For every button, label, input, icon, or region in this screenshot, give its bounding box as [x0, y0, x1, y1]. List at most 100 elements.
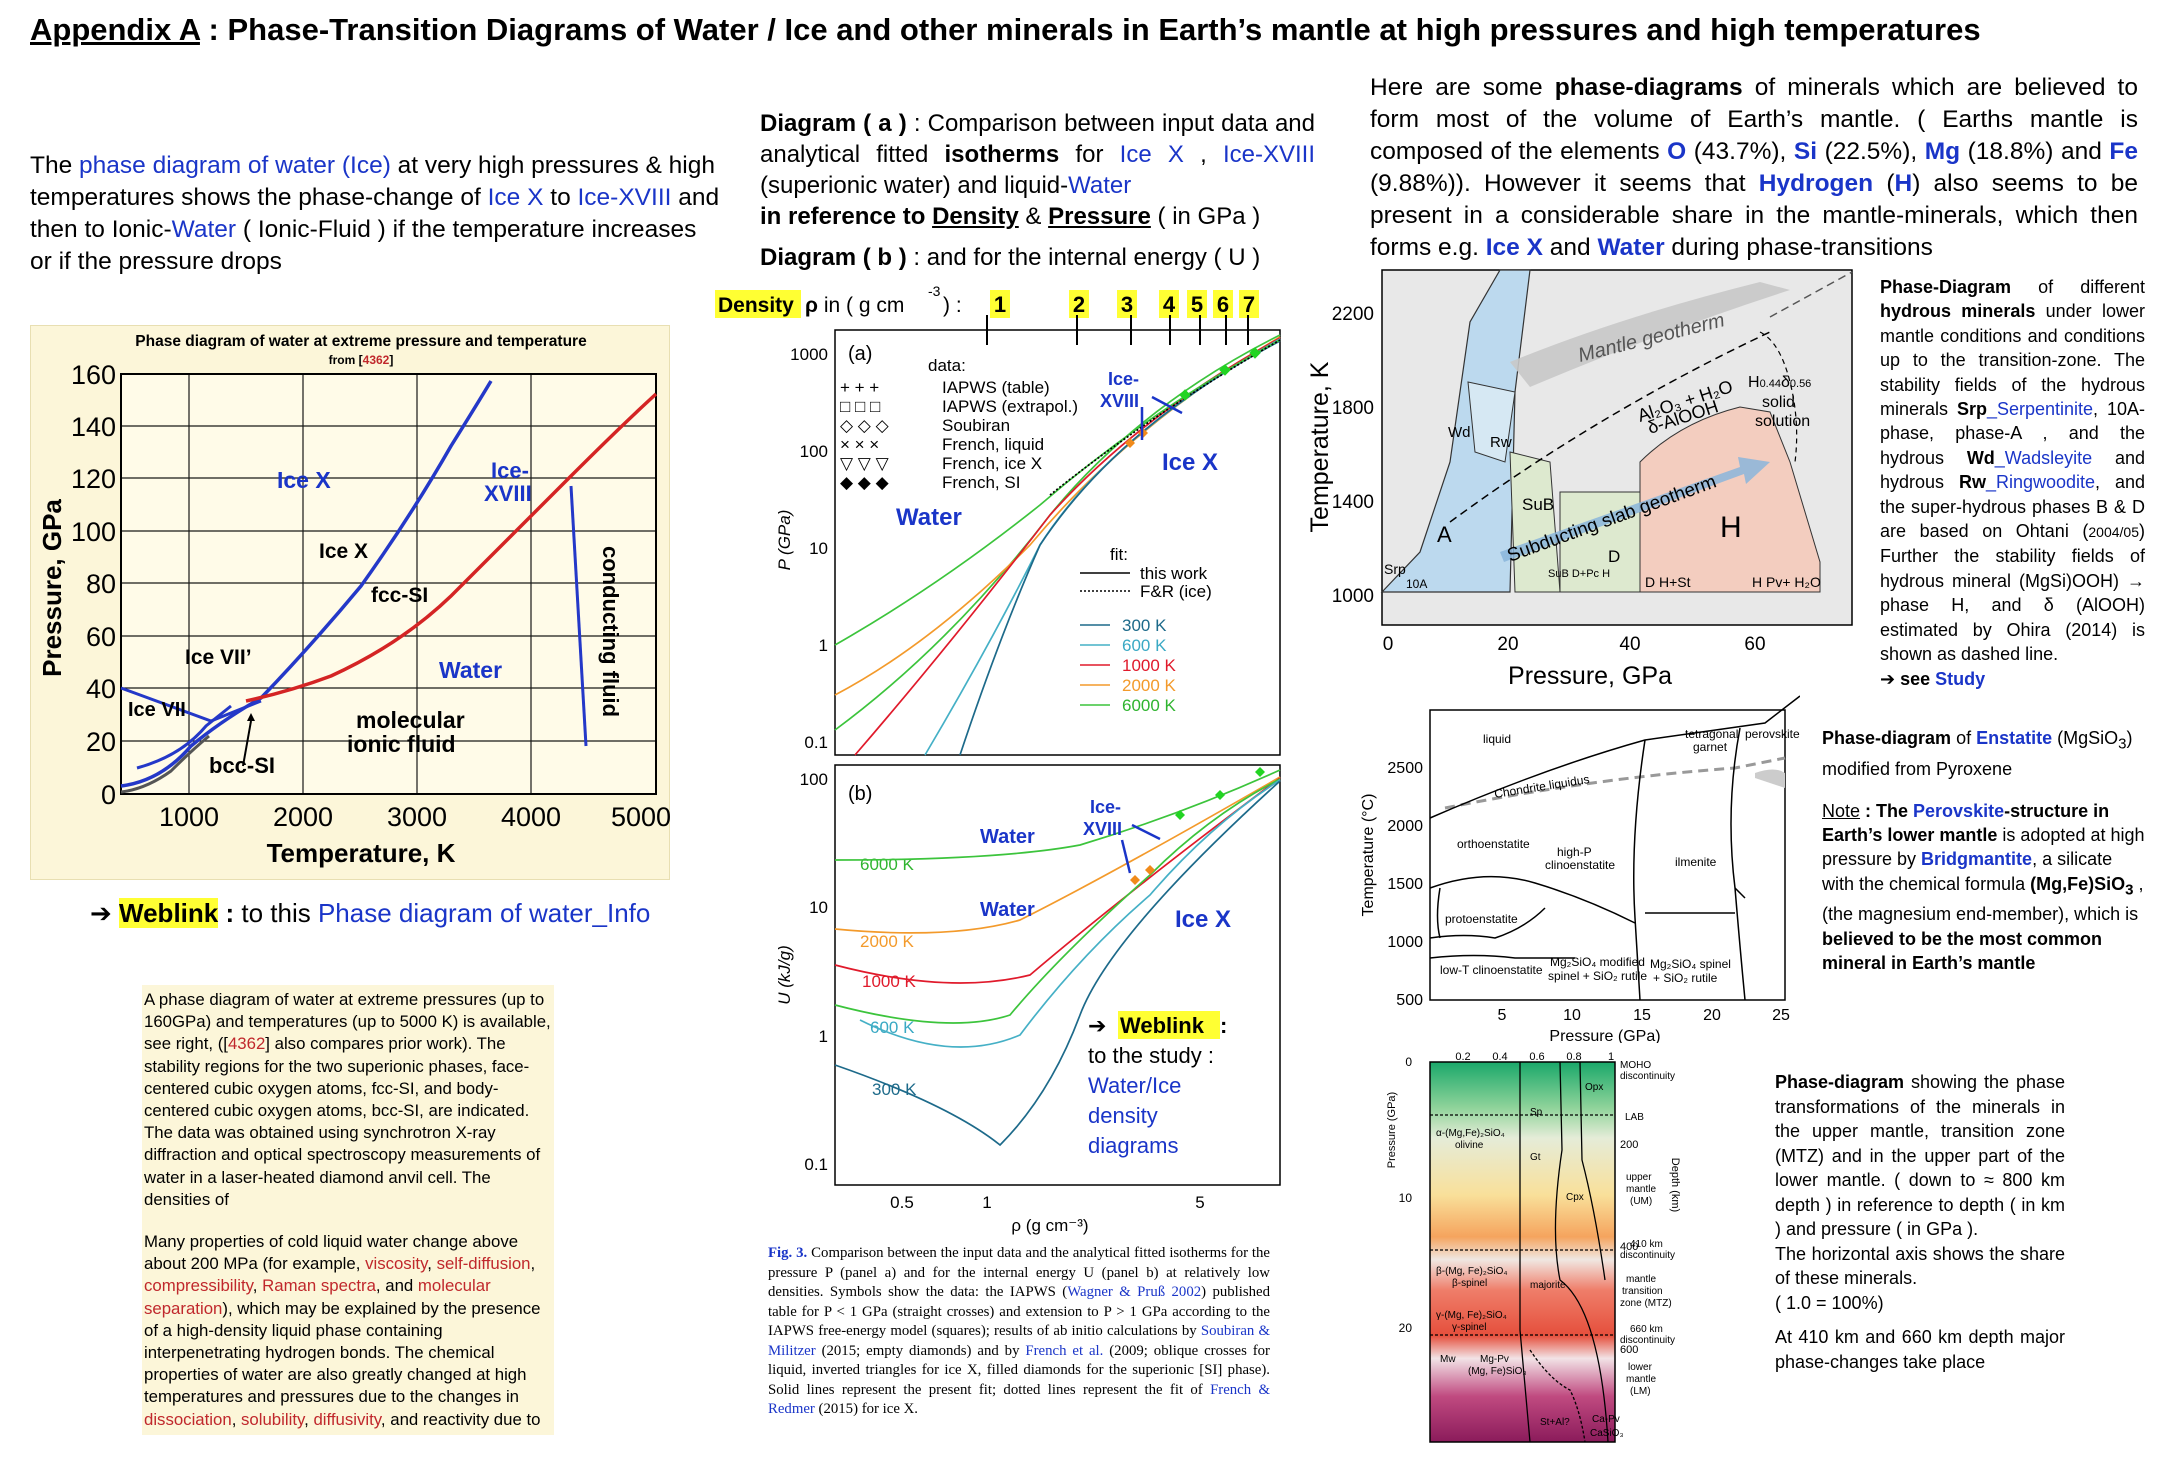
study-link-3[interactable]: diagrams — [1088, 1133, 1178, 1158]
ice-xviii-link[interactable]: Ice-XVIII — [577, 184, 672, 211]
diffusivity-link[interactable]: diffusivity — [313, 1409, 381, 1429]
svg-text:▽ ▽ ▽: ▽ ▽ ▽ — [840, 454, 890, 473]
x-tick: 1000 — [159, 802, 219, 832]
weblink-water-info: ➔ Weblink : to this Phase diagram of wat… — [90, 898, 651, 928]
phase-diagram-water-info-link[interactable]: Phase diagram of water_Info — [317, 898, 651, 928]
y-tick: 120 — [71, 464, 116, 494]
hydrogen-bonding-link[interactable]: hydrogen-bonding — [231, 1432, 366, 1435]
bridgmantite-link[interactable]: Bridgmantite — [1921, 849, 2033, 870]
panel-b-iso-2000k: 2000 K — [860, 932, 915, 951]
raman-spectra-link[interactable]: Raman spectra — [262, 1276, 376, 1296]
enst-ylabel: Temperature (°C) — [1360, 794, 1377, 917]
label-bcc-si: bcc-SI — [209, 753, 275, 778]
iso-2000k: 2000 K — [1122, 676, 1177, 695]
hydrous-xlabel: Pressure, GPa — [1508, 662, 1672, 690]
label-ice-xviii-2: XVIII — [484, 481, 532, 506]
label-conducting-fluid: conducting fluid — [598, 546, 623, 717]
viscosity-link[interactable]: viscosity — [365, 1254, 428, 1274]
iso-600k: 600 K — [1122, 636, 1167, 655]
svg-text:◆ ◆ ◆: ◆ ◆ ◆ — [840, 473, 890, 492]
mantle-olivine-2: olivine — [1455, 1140, 1484, 1151]
water-phase-diagram: Phase diagram of water at extreme pressu… — [30, 325, 671, 880]
h-solid-label-3: solution — [1755, 413, 1810, 430]
ice-xviii-link-a[interactable]: Ice-XVIII — [1222, 141, 1316, 168]
study-link-2[interactable]: density — [1088, 1103, 1158, 1128]
appendix-label: Appendix A — [30, 12, 200, 47]
mantle-mgpv: Mg-Pv — [1480, 1354, 1509, 1365]
self-diffusion-link[interactable]: self-diffusion — [436, 1254, 531, 1274]
soubiran-militzer-link[interactable]: Soubiran & Militzer — [768, 1323, 1270, 1359]
x-tick: 3000 — [387, 802, 447, 832]
french-redmer-link[interactable]: French & Redmer — [768, 1381, 1270, 1418]
ringwoodite-link[interactable]: _Ringwoodite — [1985, 472, 2096, 493]
solubility-link[interactable]: solubility — [241, 1409, 305, 1429]
ref-4362-link[interactable]: 4362 — [227, 1034, 266, 1054]
french-et-al-link[interactable]: French et al. — [1025, 1342, 1104, 1359]
hydrous-xtick: 60 — [1744, 634, 1765, 655]
a-phase-label: A — [1437, 522, 1452, 547]
h-solid-label-2: solid — [1762, 394, 1795, 411]
enst-ytick: 1500 — [1387, 876, 1423, 893]
mantle-st: St+Al? — [1540, 1417, 1570, 1428]
dissociation-link[interactable]: dissociation — [144, 1409, 232, 1429]
panel-b-iso-600k: 600 K — [870, 1018, 915, 1037]
study-link-hydrous[interactable]: Study — [1935, 668, 1986, 689]
weblink-label-2[interactable]: Weblink — [1120, 1013, 1205, 1038]
mantle-gamma: γ-(Mg, Fe)₂SiO₄ — [1436, 1310, 1507, 1321]
panel-a-ytick: 10 — [809, 539, 828, 558]
enstatite-link[interactable]: Enstatite — [1976, 728, 2053, 748]
arrow-right-icon: ➔ — [1880, 668, 1896, 689]
hydrous-ytick: 2200 — [1332, 304, 1374, 325]
hydrous-ylabel: Temperature, K — [1306, 361, 1334, 532]
molecular-separation-link[interactable]: molecular separation — [144, 1276, 491, 1318]
label-ice-xviii: Ice- — [491, 458, 529, 483]
y-tick: 100 — [71, 517, 116, 547]
mantle-top-tick: 0.4 — [1492, 1051, 1507, 1063]
mantle-majorite: majorite — [1530, 1280, 1566, 1291]
panel-a-water: Water — [896, 504, 962, 531]
mantle-olivine: α-(Mg,Fe)₂SiO₄ — [1436, 1128, 1505, 1139]
mantle-ytick: 20 — [1399, 1321, 1413, 1335]
mantle-mtz-2: transition — [1622, 1286, 1663, 1297]
ice-x-link-a[interactable]: Ice X — [1119, 141, 1184, 168]
legend-title: data: — [928, 356, 966, 375]
compressibility-link[interactable]: compressibility — [144, 1276, 253, 1296]
page-title: Appendix A : Phase-Transition Diagrams o… — [30, 12, 1981, 47]
weblink-label[interactable]: Weblink — [119, 898, 219, 928]
serpentinite-link[interactable]: _Serpentinite — [1986, 399, 2094, 420]
label-ice-x-blue: Ice X — [277, 467, 331, 493]
water-link[interactable]: Water — [171, 216, 237, 243]
density-scale-bar: Density ρ in ( g cm -3 ) : 1 2 3 4 5 6 7 — [715, 282, 1275, 322]
legend-french-si: French, SI — [942, 473, 1020, 492]
mantle-beta: β-(Mg, Fe)₂SiO₄ — [1436, 1266, 1508, 1277]
mantle-um-2: mantle — [1626, 1184, 1656, 1195]
svg-text::: : — [1220, 1013, 1227, 1038]
mantle-mw: Mw — [1440, 1354, 1456, 1365]
diagram-b-description: Diagram ( b ) : and for the internal ene… — [760, 244, 1261, 271]
iso-1000k: 1000 K — [1122, 656, 1177, 675]
panel-a-ylabel: P (GPa) — [775, 510, 794, 571]
phase-diagram-water-link[interactable]: phase diagram of water (Ice) — [79, 152, 391, 179]
ref-1116-link[interactable]: 1116 — [375, 1432, 410, 1435]
study-link-1[interactable]: Water/Ice — [1088, 1073, 1181, 1098]
panel-b-ice-xviii-2: XVIII — [1083, 819, 1122, 839]
h-solid-label: H0.44δ0.56 — [1748, 374, 1811, 391]
panel-b-weblink[interactable]: ➔ Weblink : to the study : Water/Ice den… — [1088, 1011, 1227, 1158]
mantle-sp: Sp — [1530, 1107, 1543, 1118]
label-ice-x: Ice X — [319, 540, 368, 563]
wagner-pruss-link[interactable]: Wagner & Pruß 2002 — [1067, 1284, 1202, 1300]
water-link-a[interactable]: Water — [1068, 172, 1132, 199]
ice-x-link[interactable]: Ice X — [487, 184, 544, 211]
mantle-capv-2: CaSiO₃ — [1590, 1428, 1624, 1439]
enst-garnet: garnet — [1693, 740, 1728, 754]
svg-text:◇ ◇ ◇: ◇ ◇ ◇ — [840, 416, 890, 435]
svg-text:× × ×: × × × — [840, 435, 879, 454]
panel-a-label: (a) — [848, 343, 872, 365]
density-unit: ρ in ( g cm — [805, 294, 904, 317]
mantle-opx: Opx — [1585, 1082, 1603, 1093]
mantle-moho: MOHO — [1620, 1060, 1651, 1071]
wadsleyite-link[interactable]: _Wadsleyite — [1994, 447, 2093, 468]
perovskite-link[interactable]: Perovskite — [1913, 801, 2005, 821]
legend-french-icex: French, ice X — [942, 454, 1042, 473]
y-tick: 60 — [86, 622, 116, 652]
